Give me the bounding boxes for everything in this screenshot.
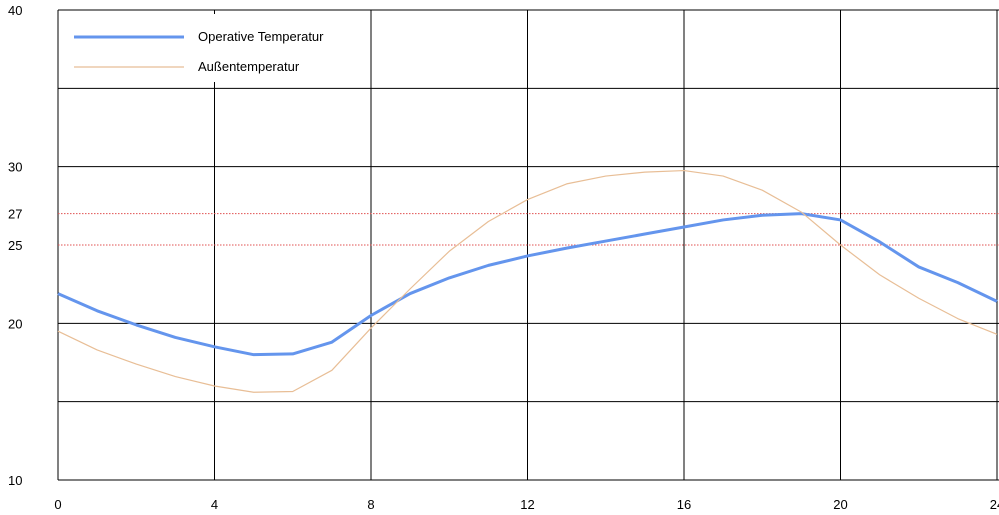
x-axis: 0 4 8 12 16 20 24 [54,497,999,512]
reference-lines [58,213,999,246]
series-line-aussen [57,169,998,393]
x-tick-label: 16 [677,497,691,512]
y-tick-label: 20 [8,316,22,331]
x-tick-label: 4 [211,497,218,512]
legend-label-operative: Operative Temperatur [198,29,324,44]
legend-background [63,14,365,82]
y-tick-label: 30 [8,160,22,175]
legend: Operative Temperatur Außentemperatur [74,29,324,74]
legend-label-aussen: Außentemperatur [198,59,300,74]
series-lines [57,169,998,393]
series-line-operative [57,212,998,357]
x-tick-label: 24 [990,497,999,512]
x-tick-label: 8 [367,497,374,512]
y-tick-label: 10 [8,473,22,488]
x-tick-label: 20 [833,497,847,512]
y-tick-label: 25 [8,238,22,253]
y-tick-label: 40 [8,3,22,18]
y-axis: 10 20 25 27 30 40 [8,3,22,488]
x-tick-label: 12 [520,497,534,512]
x-tick-label: 0 [54,497,61,512]
y-tick-label: 27 [8,207,22,222]
